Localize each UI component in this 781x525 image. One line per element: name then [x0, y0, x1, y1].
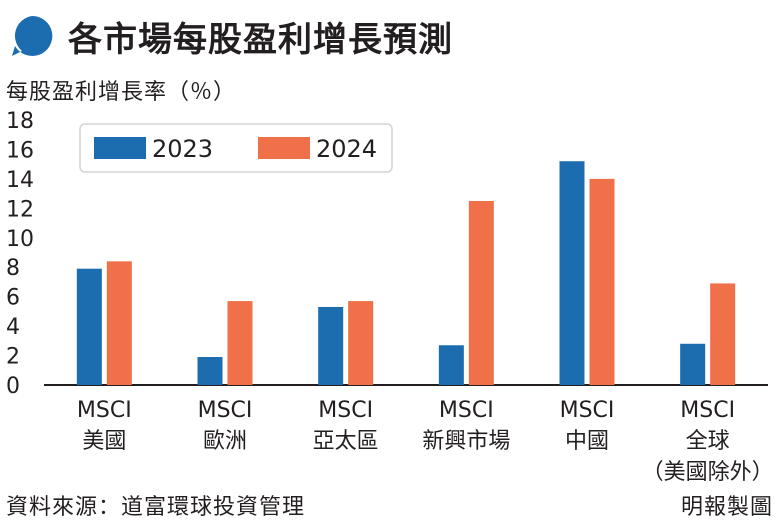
bar-2024 [106, 261, 132, 385]
y-tick-label: 0 [6, 374, 20, 399]
category-label: 新興市場 [422, 429, 510, 454]
y-tick-label: 18 [6, 109, 34, 134]
bar-2024 [227, 301, 253, 385]
bar-2023 [438, 345, 464, 385]
category-label: 全球 [686, 429, 730, 454]
legend-swatch-2023 [94, 137, 146, 159]
bar-2023 [76, 268, 102, 385]
category-label: 中國 [565, 429, 609, 454]
category-label: MSCI [439, 398, 494, 423]
y-tick-label: 16 [6, 138, 34, 163]
bar-2024 [348, 301, 374, 385]
speech-bubble-icon [10, 14, 54, 58]
y-axis-label: 每股盈利增長率（％） [6, 80, 237, 105]
category-label: 歐洲 [203, 429, 247, 454]
chart-title: 各市場每股盈利增長預測 [68, 19, 453, 60]
category-label: 亞太區 [313, 429, 379, 454]
legend-label-2024: 2024 [316, 135, 377, 163]
bar-2023 [680, 343, 706, 385]
chart-title-block: 各市場每股盈利增長預測 [10, 10, 453, 62]
category-label: （美國除外） [642, 460, 774, 485]
category-label: MSCI [198, 398, 253, 423]
bar-2023 [197, 357, 223, 385]
source-note: 資料來源：道富環球投資管理 [6, 495, 306, 520]
bar-2024 [468, 200, 494, 385]
y-tick-label: 4 [6, 315, 20, 340]
y-tick-label: 12 [6, 197, 34, 222]
y-tick-label: 10 [6, 227, 34, 252]
bar-2024 [710, 283, 736, 385]
bar-2023 [318, 306, 344, 385]
legend-swatch-2024 [258, 137, 310, 159]
category-label: 美國 [82, 429, 126, 454]
y-tick-label: 6 [6, 286, 20, 311]
bar-2023 [559, 161, 585, 385]
y-tick-label: 8 [6, 256, 20, 281]
category-label: MSCI [318, 398, 373, 423]
legend-box [79, 123, 393, 173]
legend-label-2023: 2023 [152, 135, 213, 163]
category-label: MSCI [77, 398, 132, 423]
category-label: MSCI [560, 398, 615, 423]
y-tick-label: 2 [6, 345, 20, 370]
category-label: MSCI [680, 398, 735, 423]
credit-note: 明報製圖 [680, 495, 773, 520]
y-tick-label: 14 [6, 168, 34, 193]
bar-2024 [589, 178, 615, 385]
